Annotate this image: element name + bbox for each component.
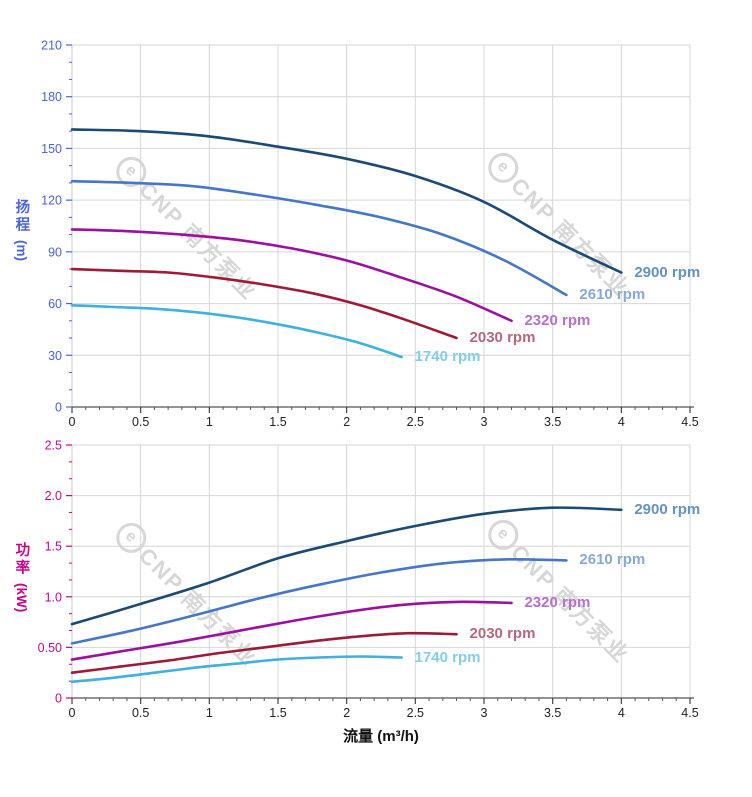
y-axis-tick-label: 2.0 — [45, 489, 62, 503]
curve-1740-rpm — [70, 303, 403, 359]
y-axis-tick-label: 180 — [41, 90, 62, 104]
curve-2320-rpm — [70, 228, 513, 323]
series-label-2320-rpm: 2320 rpm — [524, 311, 591, 329]
series-label-1740-rpm: 1740 rpm — [414, 648, 481, 666]
power-axis-title: 功率 (kW) — [9, 542, 33, 612]
x-axis-tick-label: 1.5 — [269, 415, 286, 429]
head-axis-title-text: 扬程 — [13, 199, 30, 234]
x-axis-tick-label: 2.5 — [407, 706, 424, 720]
curve-2610-rpm — [70, 557, 568, 645]
x-axis-tick-label: 3.5 — [544, 415, 561, 429]
series-label-1740-rpm: 1740 rpm — [414, 348, 481, 365]
curve-2610-rpm — [70, 179, 568, 297]
y-axis-tick-label: 0 — [55, 401, 62, 415]
power-axis-title-text: 功率 — [13, 542, 30, 577]
x-axis-tick-label: 2 — [343, 415, 350, 429]
series-label-2610-rpm: 2610 rpm — [579, 285, 646, 303]
head-chart: 0 0.5 1 1.5 2 2.5 3 3.5 4 4.5 0 30 60 90 120 150 180 210 — [41, 39, 699, 430]
x-axis-tick-label: 2 — [343, 706, 350, 720]
x-axis-tick-label: 1 — [206, 706, 213, 720]
head-axis-title: 扬程 (m) — [9, 199, 33, 261]
y-axis-tick-label: 60 — [48, 297, 62, 311]
x-axis-tick-label: 0 — [69, 415, 76, 429]
curve-2900-rpm — [70, 128, 623, 274]
series-label-2900-rpm: 2900 rpm — [634, 263, 701, 281]
y-axis-tick-label: 1.0 — [45, 590, 62, 604]
y-axis-tick-label: 2.5 — [45, 439, 62, 453]
head-axis-title-unit: (m) — [13, 240, 29, 261]
power-axis-title-unit: (kW) — [13, 583, 29, 613]
x-axis-tick-label: 4 — [618, 706, 625, 720]
x-axis-tick-label: 0 — [69, 706, 76, 720]
y-axis-tick-label: 120 — [41, 194, 62, 208]
series-label-2320-rpm: 2320 rpm — [524, 593, 591, 611]
y-axis-tick-label: 1.5 — [45, 540, 62, 554]
x-axis-tick-label: 2.5 — [407, 415, 424, 429]
curve-2030-rpm — [70, 267, 458, 340]
curve-2030-rpm — [70, 631, 458, 674]
x-axis-tick-label: 4.5 — [681, 706, 698, 720]
x-axis-tick-label: 1.5 — [269, 706, 286, 720]
series-label-2030-rpm: 2030 rpm — [469, 329, 536, 347]
curve-2320-rpm — [70, 600, 513, 661]
y-axis-tick-label: 0 — [55, 692, 62, 706]
y-axis-tick-label: 90 — [48, 245, 62, 259]
x-axis-tick-label: 3.5 — [544, 706, 561, 720]
power-chart: 0 0.5 1 1.5 2 2.5 3 3.5 4 4.5 0 0.50 1.0 1.5 2.0 2.5 — [38, 439, 699, 721]
curve-2900-rpm — [70, 506, 623, 626]
x-axis-tick-label: 3 — [481, 415, 488, 429]
y-axis-tick-label: 30 — [48, 349, 62, 363]
y-axis-tick-label: 210 — [41, 39, 62, 53]
series-label-2900-rpm: 2900 rpm — [634, 500, 701, 518]
y-axis-tick-label: 150 — [41, 142, 62, 156]
flow-axis-title: 流量 (m³/h) — [343, 728, 419, 745]
x-axis-tick-label: 0.5 — [132, 706, 149, 720]
series-label-2030-rpm: 2030 rpm — [469, 625, 536, 643]
y-axis-tick-label: 0.50 — [38, 641, 62, 655]
curve-1740-rpm — [70, 655, 403, 684]
series-label-2610-rpm: 2610 rpm — [579, 551, 646, 569]
x-axis-tick-label: 4.5 — [681, 415, 698, 429]
x-axis-tick-label: 3 — [481, 706, 488, 720]
x-axis-tick-label: 0.5 — [132, 415, 149, 429]
x-axis-tick-label: 1 — [206, 415, 213, 429]
x-axis-tick-label: 4 — [618, 415, 625, 429]
